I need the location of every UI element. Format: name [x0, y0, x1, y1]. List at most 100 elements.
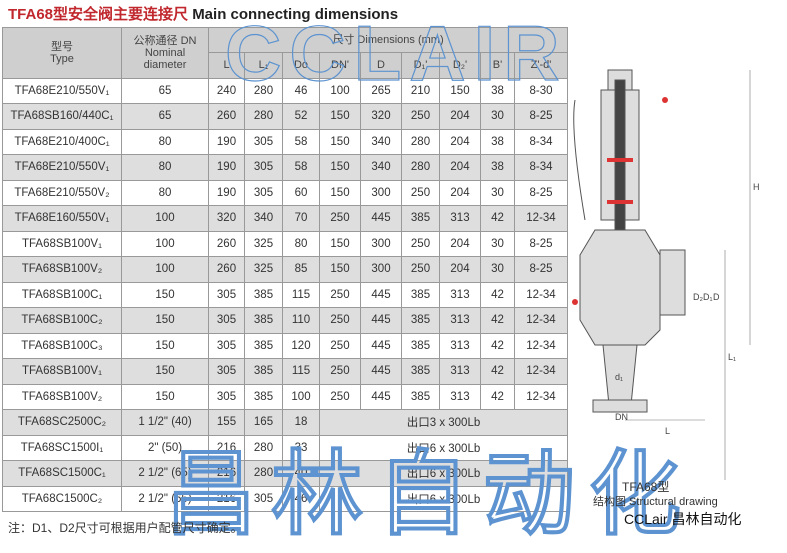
cell-value: 80	[121, 179, 209, 206]
cell-type: TFA68SB100C₁	[2, 281, 122, 308]
cell-value: 385	[401, 205, 440, 232]
cell-value: 250	[401, 103, 440, 130]
cell-value: 150	[319, 256, 361, 283]
cell-value: 42	[480, 307, 515, 334]
cell-value: 30	[480, 179, 515, 206]
cell-value: TFA68SC1500I₁	[2, 434, 122, 461]
cell-value: 70	[282, 205, 320, 232]
page-title: TFA68型安全阀主要连接尺 Main connecting dimension…	[8, 6, 399, 23]
cell-value: 150	[319, 103, 361, 130]
dimensions-table: 型号 Type 公称通径 DN Nominal diameter 尺寸 Dimensi…	[2, 27, 568, 512]
cell-value: 12-34	[514, 307, 568, 334]
cell-value: 340	[244, 205, 283, 232]
cell-value: 58	[282, 128, 320, 155]
cell-value: 40	[282, 460, 320, 487]
table-row: TFA68E210/550V₁ 80 190 305 58 150 340 280 204 38 8…	[2, 154, 568, 181]
cell-value: 250	[401, 256, 440, 283]
cell-value: 1 1/2" (40)	[121, 409, 209, 436]
cell-value: 38	[480, 77, 515, 104]
cell-value: 150	[319, 230, 361, 257]
cell-value: 38	[480, 128, 515, 155]
cell-type: TFA68SB100V₂	[2, 256, 122, 283]
table-row: TFA68SC1500I₁ 2" (50) 216 280 33 出口6 x 300Lb	[2, 434, 568, 461]
cell-value: 240	[208, 77, 245, 104]
table-row: TFA68SB160/440C₁ 65 260 280 52 150 320 250 204 30…	[2, 103, 568, 130]
cell-value: 313	[439, 358, 481, 385]
cell-value: 305	[208, 281, 245, 308]
cell-value: 204	[439, 103, 481, 130]
cell-value: 190	[208, 154, 245, 181]
cell-value: 58	[282, 154, 320, 181]
header-col: D	[360, 52, 402, 79]
cell-value: 100	[121, 205, 209, 232]
cell-value: 385	[401, 281, 440, 308]
cell-type: TFA68E210/550V₁	[2, 154, 122, 181]
cell-value: 250	[319, 307, 361, 334]
cell-value: 320	[360, 103, 402, 130]
table-row: TFA68SB100V₁ 100 260 325 80 150 300 250 204 30 8-2…	[2, 230, 568, 257]
cell-value: 313	[439, 383, 481, 410]
cell-value: 210	[401, 77, 440, 104]
cell-value: 216	[208, 434, 245, 461]
cell-value: 65	[121, 77, 209, 104]
cell-value: 445	[360, 383, 402, 410]
cell-value: 250	[401, 230, 440, 257]
cell-value: 250	[319, 358, 361, 385]
cell-value: 2 1/2" (65)	[121, 460, 209, 487]
cell-value: 150	[121, 332, 209, 359]
cell-type: TFA68E160/550V₁	[2, 205, 122, 232]
table-row: TFA68C1500C₂ 2 1/2" (65) 216 305 46 出口6 x 300…	[2, 485, 568, 512]
header-col: L₁	[244, 52, 283, 79]
cell-value: 250	[319, 332, 361, 359]
cell-value: 385	[244, 383, 283, 410]
cell-value: 65	[121, 103, 209, 130]
cell-value: 8-34	[514, 128, 568, 155]
svg-text:L: L	[665, 426, 670, 436]
table-row: TFA68SB100V₂ 100 260 325 85 150 300 250 204 30 8-2…	[2, 256, 568, 283]
cell-value: 305	[244, 485, 283, 512]
diagram-caption-model: TFA68型	[622, 480, 670, 494]
cell-value: 30	[480, 103, 515, 130]
cell-value: 12-34	[514, 281, 568, 308]
cell-value: 150	[319, 128, 361, 155]
cell-type: TFA68E210/550V₂	[2, 179, 122, 206]
cell-value: 38	[480, 154, 515, 181]
cell-value: 204	[439, 128, 481, 155]
header-dimensions: 尺寸 Dimensions (mm)	[208, 27, 568, 53]
cell-value: 60	[282, 179, 320, 206]
cell-type: TFA68E210/550V₁	[2, 77, 122, 104]
cell-value: 385	[401, 307, 440, 334]
header-type: 型号 Type	[2, 27, 122, 79]
cell-outlet: 出口6 x 300Lb	[319, 460, 568, 487]
header-col: L	[208, 52, 245, 79]
cell-value: 18	[282, 409, 320, 436]
cell-outlet: 出口6 x 300Lb	[319, 434, 568, 461]
cell-value: 385	[244, 307, 283, 334]
table-row: TFA68E210/400C₁ 80 190 305 58 150 340 280 204 38 8…	[2, 128, 568, 155]
header-col: Z'-d'	[514, 52, 568, 79]
cell-value: 300	[360, 230, 402, 257]
svg-text:DN: DN	[615, 412, 628, 422]
cell-value: 150	[121, 307, 209, 334]
table-row: TFA68E210/550V₁ 65 240 280 46 100 265 210 150 38 8…	[2, 77, 568, 104]
cell-value: 80	[121, 128, 209, 155]
cell-value: 42	[480, 358, 515, 385]
cell-value: 42	[480, 281, 515, 308]
cell-value: 305	[244, 128, 283, 155]
cell-value: 385	[244, 332, 283, 359]
cell-value: 150	[319, 154, 361, 181]
cell-value: 385	[244, 358, 283, 385]
cell-value: 280	[244, 460, 283, 487]
cell-value: 8-30	[514, 77, 568, 104]
cell-value: 250	[401, 179, 440, 206]
table-row: TFA68SB100V₂ 150 305 385 100 250 445 385 313 42 12…	[2, 383, 568, 410]
svg-text:D: D	[713, 292, 720, 302]
cell-value: 340	[360, 128, 402, 155]
header-col: D₁'	[401, 52, 440, 79]
cell-value: 8-34	[514, 154, 568, 181]
cell-value: TFA68C1500C₂	[2, 485, 122, 512]
cell-value: 305	[208, 383, 245, 410]
header-col: Do	[282, 52, 320, 79]
cell-value: 216	[208, 485, 245, 512]
cell-value: 265	[360, 77, 402, 104]
